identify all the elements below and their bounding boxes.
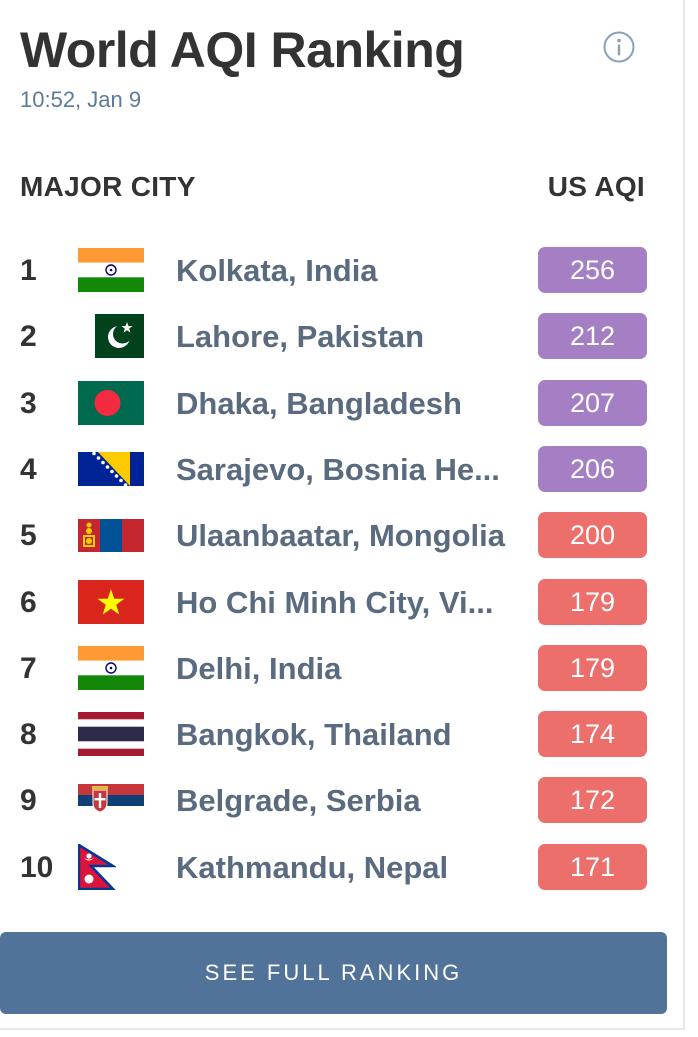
city-name[interactable]: Lahore, Pakistan: [176, 319, 425, 354]
rank-number: 7: [20, 652, 37, 685]
mongolia-flag-icon: [78, 519, 144, 552]
aqi-ranking-widget: World AQI Ranking 10:52, Jan 9 MAJOR CIT…: [0, 0, 685, 1030]
thailand-flag-icon: [78, 712, 144, 756]
ranking-row[interactable]: 4 Sarajevo, Bosnia He... 206: [0, 446, 685, 512]
aqi-badge: 174: [538, 711, 647, 757]
vietnam-flag-icon: [78, 580, 144, 624]
rank-number: 6: [20, 586, 37, 619]
city-name[interactable]: Ulaanbaatar, Mongolia: [176, 518, 506, 553]
rank-number: 8: [20, 718, 37, 751]
india-flag-icon: [78, 248, 144, 292]
city-name[interactable]: Kathmandu, Nepal: [176, 850, 449, 885]
rank-number: 4: [20, 453, 37, 486]
aqi-badge: 256: [538, 247, 647, 293]
rank-number: 3: [20, 387, 37, 420]
city-name[interactable]: Ho Chi Minh City, Vi...: [176, 585, 494, 620]
aqi-badge: 206: [538, 446, 647, 492]
column-header-city: MAJOR CITY: [20, 171, 196, 202]
pakistan-flag-icon: [95, 314, 144, 358]
city-name[interactable]: Bangkok, Thailand: [176, 717, 452, 752]
rank-number: 10: [20, 851, 54, 884]
nepal-flag-icon: [78, 844, 116, 890]
city-name[interactable]: Dhaka, Bangladesh: [176, 386, 462, 421]
india-flag-icon: [78, 646, 144, 690]
city-name[interactable]: Sarajevo, Bosnia He...: [176, 452, 500, 487]
rank-number: 2: [20, 320, 37, 353]
ranking-row[interactable]: 7 Delhi, India 179: [0, 645, 685, 711]
update-timestamp: 10:52, Jan 9: [20, 87, 142, 112]
bangladesh-flag-icon: [78, 381, 144, 425]
aqi-badge: 200: [538, 512, 647, 558]
rank-number: 1: [20, 254, 37, 287]
aqi-badge: 171: [538, 844, 647, 890]
ranking-row[interactable]: 9 Belgrade, Serbia 172: [0, 777, 685, 843]
ranking-row[interactable]: 1 Kolkata, India 256: [0, 247, 685, 313]
city-name[interactable]: Kolkata, India: [176, 253, 378, 288]
ranking-row[interactable]: 8 Bangkok, Thailand 174: [0, 711, 685, 777]
aqi-badge: 179: [538, 645, 647, 691]
info-icon[interactable]: [602, 30, 636, 64]
aqi-badge: 207: [538, 380, 647, 426]
rank-number: 5: [20, 519, 37, 552]
aqi-badge: 212: [538, 313, 647, 359]
city-name[interactable]: Belgrade, Serbia: [176, 783, 421, 818]
bosnia-flag-icon: [78, 452, 144, 486]
aqi-badge: 179: [538, 579, 647, 625]
city-name[interactable]: Delhi, India: [176, 651, 342, 686]
serbia-flag-icon: [78, 784, 144, 817]
ranking-row[interactable]: 5 Ulaanbaatar, Mongolia 200: [0, 512, 685, 578]
ranking-row[interactable]: 6 Ho Chi Minh City, Vi... 179: [0, 579, 685, 645]
widget-title: World AQI Ranking: [20, 22, 465, 78]
ranking-row[interactable]: 10 Kathmandu, Nepal 171: [0, 844, 685, 910]
ranking-row[interactable]: 3 Dhaka, Bangladesh 207: [0, 380, 685, 446]
see-full-ranking-button[interactable]: SEE FULL RANKING: [0, 932, 667, 1014]
ranking-row[interactable]: 2 Lahore, Pakistan 212: [0, 313, 685, 379]
column-header-aqi: US AQI: [547, 171, 645, 202]
rank-number: 9: [20, 784, 37, 817]
aqi-badge: 172: [538, 777, 647, 823]
